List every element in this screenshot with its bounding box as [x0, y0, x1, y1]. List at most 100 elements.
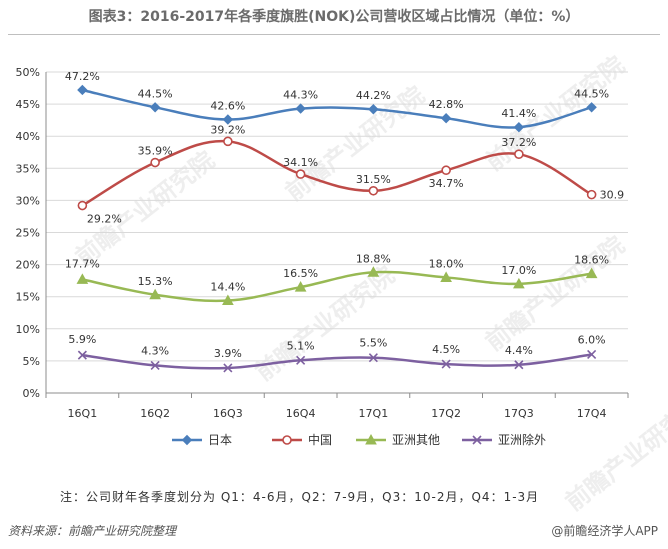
data-label: 44.3% — [283, 89, 318, 102]
chart-title: 图表3：2016-2017年各季度旗胜(NOK)公司营收区域占比情况（单位：%） — [88, 9, 580, 25]
data-point — [223, 363, 233, 373]
data-point — [149, 288, 161, 300]
data-label: 4.3% — [141, 344, 169, 357]
data-point — [368, 104, 379, 115]
legend-label: 亚洲其他 — [392, 433, 440, 447]
data-label: 44.5% — [574, 87, 609, 100]
data-label: 5.5% — [359, 337, 387, 350]
data-label: 44.2% — [356, 89, 391, 102]
data-label: 18.0% — [429, 257, 464, 270]
series-line-0 — [82, 88, 592, 129]
data-point — [585, 267, 598, 279]
data-point — [367, 266, 380, 277]
y-tick-label: 50% — [16, 66, 40, 79]
x-tick-label: 17Q2 — [431, 407, 461, 420]
legend-label: 日本 — [208, 433, 232, 447]
data-label: 5.9% — [68, 333, 96, 346]
data-point — [440, 113, 452, 124]
data-label: 47.2% — [65, 70, 100, 83]
data-label: 39.2% — [210, 123, 245, 136]
data-label: 30.9 — [600, 189, 625, 202]
legend-marker — [365, 433, 377, 445]
y-tick-label: 5% — [23, 355, 40, 368]
data-point — [77, 200, 88, 211]
data-label: 35.9% — [138, 145, 173, 158]
data-label: 4.5% — [432, 343, 460, 356]
y-tick-label: 30% — [16, 194, 40, 207]
data-point — [222, 114, 234, 125]
source-note: 资料来源：前瞻产业研究院整理 — [8, 524, 177, 538]
data-point — [295, 169, 306, 179]
data-point — [150, 360, 160, 370]
y-tick-label: 15% — [16, 291, 40, 304]
y-tick-label: 10% — [16, 323, 40, 336]
y-tick-label: 40% — [16, 130, 40, 143]
data-point — [150, 157, 160, 168]
data-label: 17.7% — [65, 257, 100, 270]
x-tick-label: 16Q2 — [140, 407, 170, 420]
data-label: 34.7% — [429, 177, 464, 190]
watermark-text: 前瞻产业研究院 — [480, 231, 630, 356]
data-point — [149, 102, 161, 113]
data-point — [294, 281, 307, 292]
data-point — [440, 271, 452, 282]
data-point — [586, 102, 597, 113]
data-label: 34.1% — [283, 156, 318, 169]
data-label: 4.4% — [505, 344, 533, 357]
x-tick-label: 17Q1 — [359, 407, 389, 420]
y-tick-label: 45% — [16, 98, 40, 111]
watermark-text: 前瞻产业研究院 — [250, 261, 400, 386]
title-divider — [8, 34, 660, 35]
legend-label: 亚洲除外 — [498, 432, 546, 447]
y-tick-label: 25% — [16, 227, 40, 240]
data-label: 42.6% — [210, 100, 245, 113]
data-point — [587, 349, 597, 360]
data-label: 37.2% — [501, 136, 536, 149]
data-label: 6.0% — [578, 333, 606, 346]
data-point — [77, 350, 87, 360]
data-label: 17.0% — [501, 264, 536, 277]
data-label: 44.5% — [138, 87, 173, 100]
series-line-3 — [82, 353, 592, 370]
data-label: 15.3% — [138, 275, 173, 288]
data-point — [441, 359, 451, 369]
legend-label: 中国 — [308, 432, 332, 447]
data-point — [513, 122, 525, 133]
data-point — [513, 277, 525, 289]
data-point — [295, 103, 306, 114]
data-label: 5.1% — [287, 339, 315, 352]
watermark-text: 前瞻产业研究院 — [70, 146, 220, 271]
x-tick-label: 17Q4 — [577, 407, 607, 420]
y-tick-label: 0% — [23, 387, 40, 400]
y-tick-label: 35% — [16, 162, 40, 175]
y-tick-label: 20% — [16, 259, 40, 272]
legend-marker — [181, 434, 193, 446]
x-tick-label: 16Q3 — [213, 407, 243, 420]
data-label: 31.5% — [356, 173, 391, 186]
data-point — [514, 360, 524, 370]
data-label: 18.8% — [356, 252, 391, 265]
data-point — [441, 165, 451, 176]
data-point — [76, 273, 89, 284]
data-label: 14.4% — [210, 281, 245, 294]
data-point — [586, 189, 597, 200]
legend-marker — [472, 435, 482, 445]
data-point — [514, 149, 524, 159]
data-label: 42.8% — [429, 98, 464, 111]
credit-note: @前瞻经济学人APP — [551, 524, 658, 538]
legend-marker — [282, 435, 292, 445]
x-tick-label: 16Q4 — [286, 407, 316, 420]
footnote: 注：公司财年各季度划分为 Q1：4-6月，Q2：7-9月，Q3：10-2月，Q4… — [60, 490, 540, 504]
data-label: 18.6% — [574, 254, 609, 267]
x-tick-label: 16Q1 — [68, 407, 98, 420]
data-point — [368, 185, 379, 196]
data-label: 29.2% — [87, 213, 122, 226]
data-point — [368, 353, 378, 363]
data-point — [222, 294, 234, 306]
data-point — [296, 355, 306, 365]
data-point — [77, 84, 88, 96]
data-label: 3.9% — [214, 347, 242, 360]
series-line-2 — [82, 270, 592, 303]
data-point — [223, 136, 233, 147]
